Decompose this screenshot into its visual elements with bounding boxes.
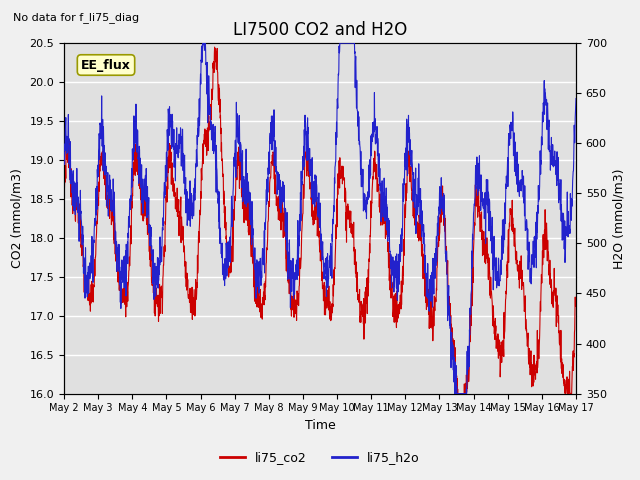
Legend: li75_co2, li75_h2o: li75_co2, li75_h2o bbox=[215, 446, 425, 469]
Title: LI7500 CO2 and H2O: LI7500 CO2 and H2O bbox=[233, 21, 407, 39]
X-axis label: Time: Time bbox=[305, 419, 335, 432]
Text: EE_flux: EE_flux bbox=[81, 59, 131, 72]
Y-axis label: H2O (mmol/m3): H2O (mmol/m3) bbox=[612, 168, 625, 269]
Text: No data for f_li75_diag: No data for f_li75_diag bbox=[13, 12, 139, 23]
Y-axis label: CO2 (mmol/m3): CO2 (mmol/m3) bbox=[11, 168, 24, 268]
